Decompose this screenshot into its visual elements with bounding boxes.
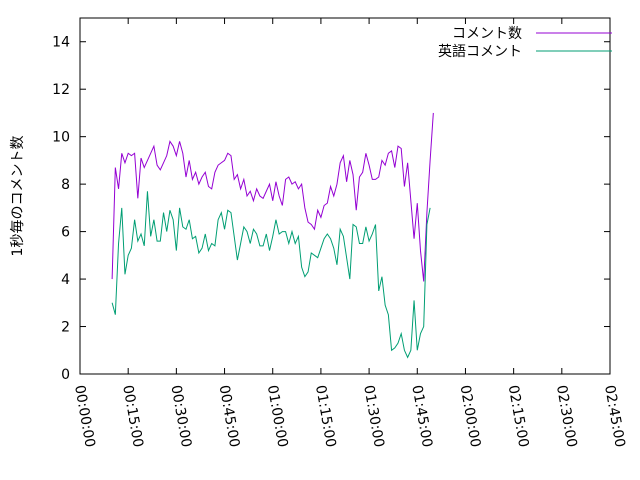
x-tick-label: 02:00:00	[457, 384, 484, 449]
series-lines	[111, 112, 434, 359]
x-tick-label: 01:45:00	[408, 384, 435, 449]
x-tick-label: 01:15:00	[312, 384, 339, 449]
legend-label: コメント数	[452, 26, 522, 42]
y-tick-label: 4	[61, 272, 70, 288]
y-tick-label: 2	[61, 320, 70, 336]
series-line-1	[111, 112, 434, 282]
y-tick-label: 8	[61, 177, 70, 193]
x-tick-label: 00:30:00	[167, 384, 194, 449]
series-line-2	[111, 191, 431, 359]
x-tick-label: 02:30:00	[553, 384, 580, 449]
legend-label: 英語コメント	[438, 43, 522, 60]
x-tick-label: 00:15:00	[119, 384, 146, 449]
y-tick-label: 12	[52, 82, 70, 98]
x-tick-label: 02:45:00	[601, 384, 628, 449]
x-tick-label: 00:45:00	[216, 384, 243, 449]
y-tick-label: 14	[52, 35, 70, 51]
y-tick-label: 0	[61, 367, 70, 383]
y-tick-label: 10	[52, 130, 70, 146]
x-tick-label: 00:00:00	[71, 384, 98, 449]
x-tick-label: 01:00:00	[264, 384, 291, 449]
x-tick-label: 01:30:00	[360, 384, 387, 449]
plot-frame	[79, 17, 611, 375]
y-axis-label: 1秒毎のコメント数	[10, 136, 26, 257]
y-tick-label: 6	[61, 225, 70, 241]
x-tick-label: 02:15:00	[505, 384, 532, 449]
